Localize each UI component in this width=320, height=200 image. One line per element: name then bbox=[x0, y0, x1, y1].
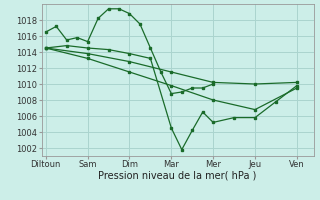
X-axis label: Pression niveau de la mer( hPa ): Pression niveau de la mer( hPa ) bbox=[99, 171, 257, 181]
